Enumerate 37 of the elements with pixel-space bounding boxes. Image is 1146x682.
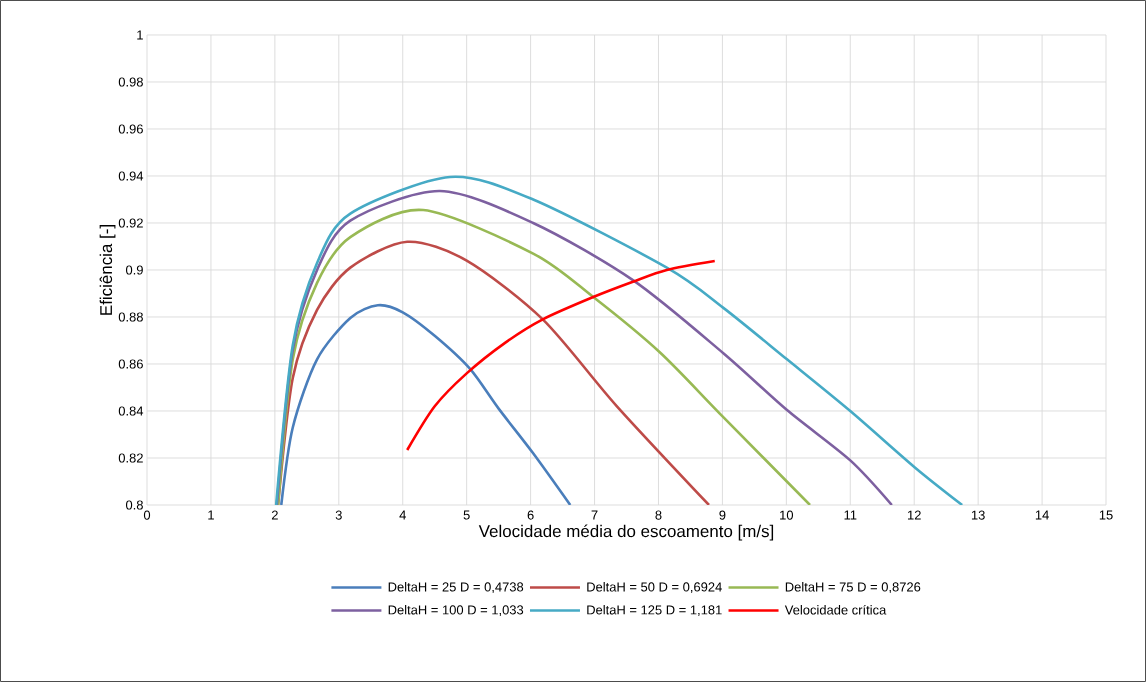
x-tick-label: 10	[780, 510, 794, 520]
y-tick-label: 0.88	[118, 312, 143, 322]
y-tick-label: 0.82	[118, 453, 143, 463]
y-tick-label: 0.96	[118, 124, 143, 134]
x-tick-label: 4	[399, 510, 406, 520]
legend-label: DeltaH = 50 D = 0,6924	[587, 582, 722, 594]
x-tick-label: 12	[907, 510, 921, 520]
legend-label: DeltaH = 25 D = 0,4738	[388, 582, 524, 594]
y-tick-label: 0.84	[118, 406, 144, 416]
x-tick-label: 13	[971, 510, 985, 520]
y-tick-label: 0.94	[118, 171, 144, 181]
x-tick-label: 0	[143, 510, 151, 520]
legend-label: DeltaH = 100 D = 1,033	[388, 604, 524, 617]
y-tick-label: 0.92	[118, 218, 143, 228]
x-tick-label: 9	[719, 510, 726, 520]
x-tick-label: 14	[1035, 510, 1049, 520]
x-tick-label: 3	[335, 510, 342, 520]
y-tick-label: 0.98	[118, 77, 143, 87]
x-tick-label: 15	[1099, 510, 1113, 520]
legend-label: Velocidade crítica	[784, 604, 887, 615]
x-tick-label: 7	[591, 510, 598, 520]
x-axis-title: Velocidade média do escoamento [m/s]	[478, 524, 774, 541]
x-tick-label: 5	[463, 510, 470, 520]
y-tick-label: 0.86	[118, 359, 143, 369]
line-series	[279, 303, 572, 505]
line-series	[405, 259, 717, 452]
y-tick-label: 1	[137, 30, 143, 40]
y-axis-title: Eficiência [-]	[99, 225, 116, 315]
y-tick-label: 0.8	[125, 500, 143, 510]
legend-label: DeltaH = 125 D = 1,181	[587, 604, 722, 617]
x-tick-label: 11	[844, 510, 857, 520]
x-tick-label: 6	[527, 510, 534, 520]
x-tick-label: 8	[655, 510, 662, 520]
x-tick-label: 2	[271, 510, 278, 520]
y-tick-label: 0.9	[125, 265, 143, 275]
legend-label: DeltaH = 75 D = 0,8726	[785, 582, 921, 594]
x-tick-label: 1	[208, 510, 214, 520]
